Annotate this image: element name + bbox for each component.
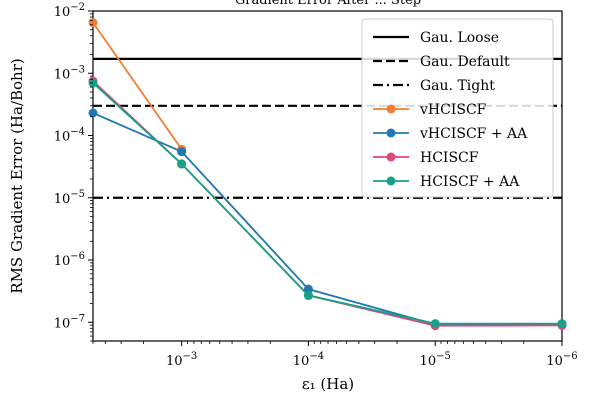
legend: Gau. Loose Gau. Default Gau. Tight vHCISCF v… (361, 18, 554, 198)
y-tick-label: 10−7 (54, 313, 85, 331)
legend-marker (386, 104, 396, 114)
y-axis-label: RMS Gradient Error (Ha/Bohr) (8, 58, 26, 293)
legend-label: Gau. Loose (420, 30, 499, 46)
legend-label: vHCISCF (419, 102, 487, 118)
data-point (88, 108, 98, 118)
legend-label: HCISCF (420, 150, 479, 166)
y-tick-label: 10−2 (54, 2, 85, 20)
data-point (303, 290, 313, 300)
data-point (177, 147, 187, 157)
data-point (303, 284, 313, 294)
legend-label: HCISCF + AA (420, 174, 520, 190)
legend-marker (386, 176, 396, 186)
legend-label: Gau. Default (420, 54, 510, 70)
x-axis-label: ε₁ (Ha) (302, 375, 354, 393)
data-point (430, 319, 440, 329)
series-line-1 (92, 22, 183, 150)
legend-marker (386, 128, 396, 138)
y-tick-label: 10−6 (54, 251, 85, 269)
legend-label: Gau. Tight (420, 78, 495, 94)
y-tick-label: 10−3 (54, 64, 85, 82)
data-point (557, 319, 567, 329)
x-tick-label: 10−6 (546, 351, 577, 369)
plot-frame (92, 10, 563, 342)
y-axis-ticks: 10−7 10−6 10−5 10−4 10−3 10−2 (54, 2, 93, 342)
x-tick-label: 10−3 (166, 351, 197, 369)
legend-marker (386, 152, 396, 162)
x-tick-label: 10−5 (420, 351, 451, 369)
chart-title: Gradient Error After ... Step (235, 0, 421, 8)
y-tick-label: 10−5 (54, 189, 85, 207)
y-tick-label: 10−4 (54, 127, 85, 145)
legend-box (361, 18, 554, 198)
data-point (88, 18, 98, 28)
data-point (177, 159, 187, 169)
x-tick-label: 10−4 (293, 351, 324, 369)
x-axis-ticks: 10−3 10−4 10−5 10−6 (92, 341, 578, 369)
legend-label: vHCISCF + AA (419, 126, 528, 142)
